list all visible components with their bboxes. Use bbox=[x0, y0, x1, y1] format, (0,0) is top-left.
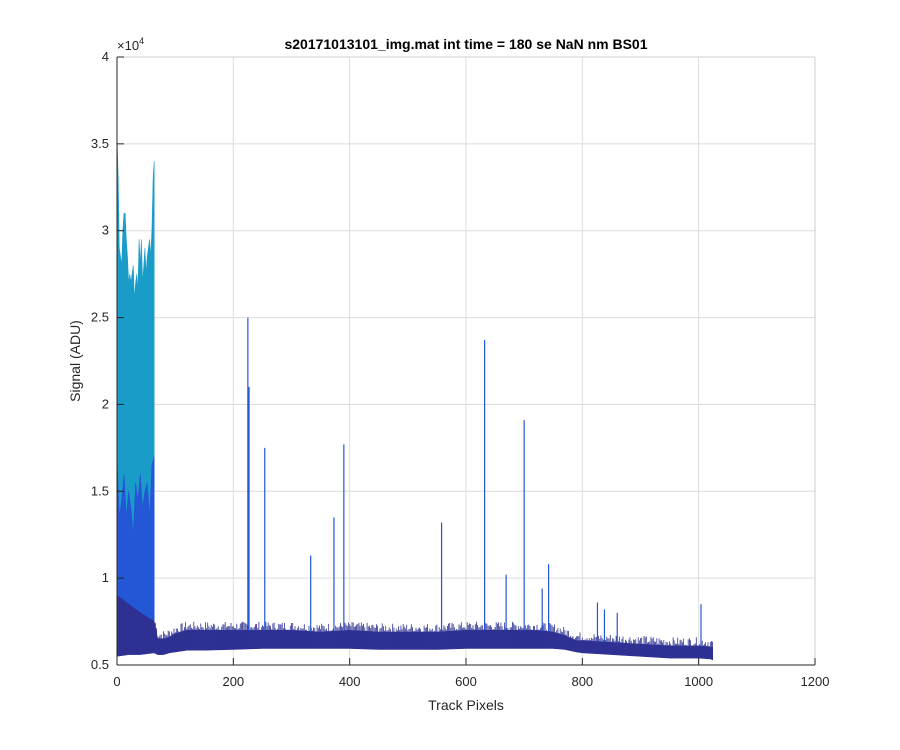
y-tick-label: 4 bbox=[102, 49, 109, 64]
spike-lines bbox=[247, 317, 702, 647]
x-tick-label: 0 bbox=[113, 674, 120, 689]
tick-labels: 0 200 400 600 800 1000 1200 0.5 1 1.5 2 2.5 3 3.5 4 bbox=[91, 49, 830, 689]
x-tick-label: 200 bbox=[222, 674, 244, 689]
x-tick-label: 1200 bbox=[801, 674, 830, 689]
y-axis-exponent: ×104 bbox=[117, 36, 144, 53]
y-tick-label: 1 bbox=[102, 570, 109, 585]
y-tick-label: 1.5 bbox=[91, 483, 109, 498]
x-tick-label: 1000 bbox=[684, 674, 713, 689]
x-tick-label: 800 bbox=[571, 674, 593, 689]
noise-texture bbox=[155, 621, 713, 660]
y-axis-exponent-power: 4 bbox=[139, 36, 144, 46]
axes bbox=[116, 56, 816, 666]
y-tick-label: 0.5 bbox=[91, 657, 109, 672]
y-tick-label: 2.5 bbox=[91, 310, 109, 325]
series-area bbox=[116, 135, 713, 661]
x-tick-label: 600 bbox=[455, 674, 477, 689]
y-axis-exponent-base: ×10 bbox=[117, 38, 139, 53]
chart-title: s20171013101_img.mat int time = 180 se N… bbox=[284, 36, 647, 52]
x-axis-label: Track Pixels bbox=[428, 697, 504, 713]
y-tick-label: 3 bbox=[102, 223, 109, 238]
y-tick-label: 3.5 bbox=[91, 136, 109, 151]
y-axis-label: Signal (ADU) bbox=[67, 320, 83, 402]
x-tick-label: 400 bbox=[339, 674, 361, 689]
y-tick-label: 2 bbox=[102, 396, 109, 411]
